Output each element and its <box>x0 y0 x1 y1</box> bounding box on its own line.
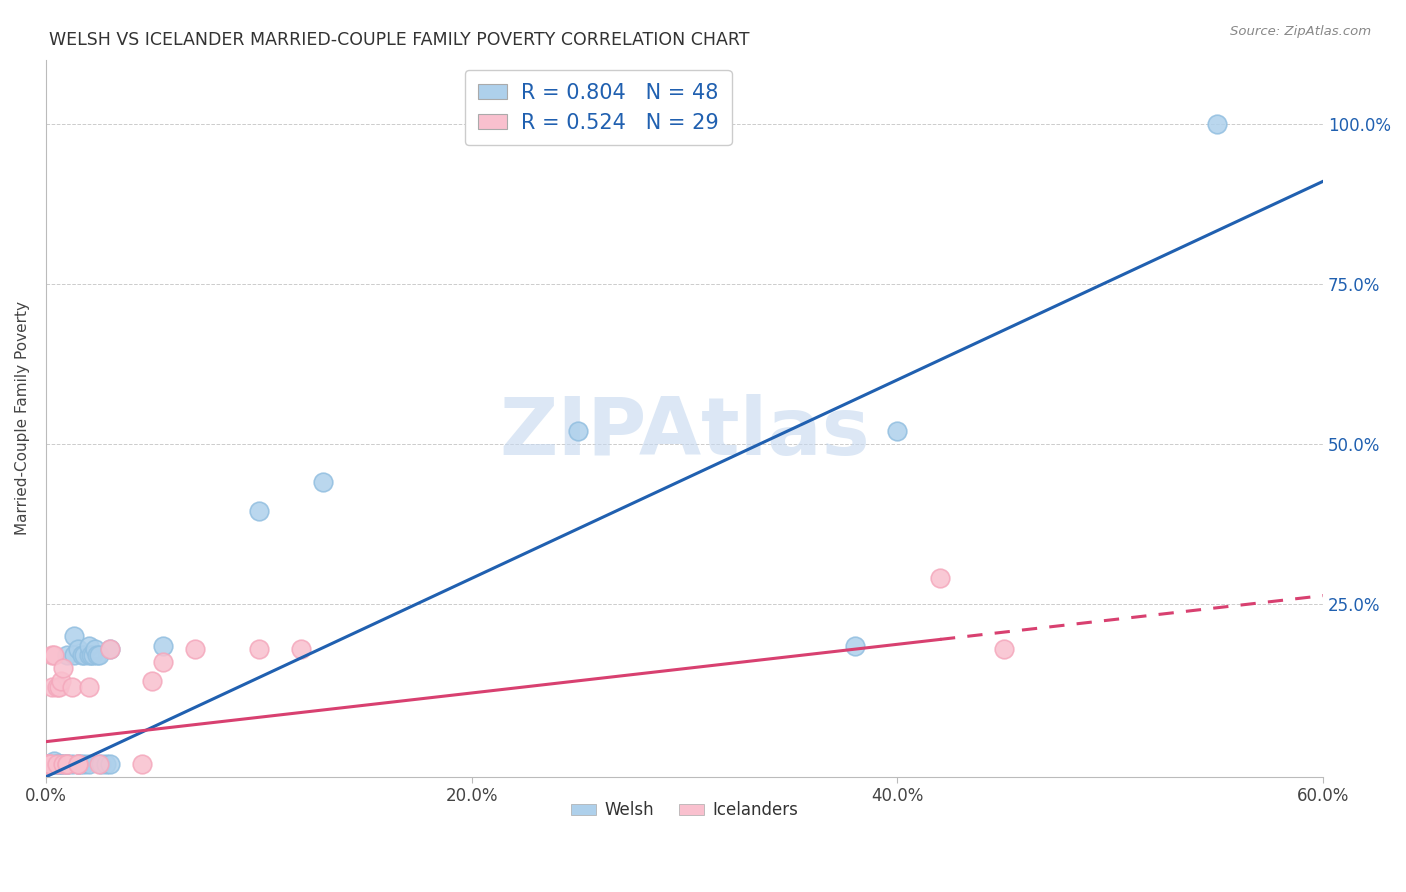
Point <box>90 757 112 772</box>
Point <box>48 680 70 694</box>
Point <box>82 648 104 663</box>
Point <box>49 757 72 772</box>
Point <box>56 757 79 772</box>
Point <box>886 424 908 438</box>
Legend: Welsh, Icelanders: Welsh, Icelanders <box>564 795 804 826</box>
Point <box>247 504 270 518</box>
Point <box>73 648 96 663</box>
Point <box>41 680 63 694</box>
Point <box>141 673 163 688</box>
Point <box>39 757 62 772</box>
Point <box>52 757 75 772</box>
Point <box>48 757 70 772</box>
Point <box>77 680 100 694</box>
Point <box>69 757 91 772</box>
Point <box>44 754 66 768</box>
Point <box>39 757 62 772</box>
Point <box>567 424 589 438</box>
Point <box>45 680 67 694</box>
Point <box>290 641 312 656</box>
Point <box>70 648 93 663</box>
Point <box>89 757 111 772</box>
Point <box>98 641 121 656</box>
Point <box>49 757 72 772</box>
Point <box>37 757 59 772</box>
Point <box>89 648 111 663</box>
Text: ZIPAtlas: ZIPAtlas <box>499 393 870 472</box>
Point <box>60 757 83 772</box>
Point <box>39 757 62 772</box>
Point <box>41 757 63 772</box>
Point <box>44 757 66 772</box>
Point <box>94 757 117 772</box>
Point <box>44 648 66 663</box>
Point <box>86 648 108 663</box>
Point <box>45 757 67 772</box>
Point <box>62 648 84 663</box>
Point <box>41 648 63 663</box>
Point <box>77 757 100 772</box>
Point <box>66 641 89 656</box>
Point <box>77 648 100 663</box>
Point <box>312 475 335 490</box>
Point <box>56 757 79 772</box>
Point <box>1205 117 1227 131</box>
Point <box>45 757 67 772</box>
Point <box>73 757 96 772</box>
Point <box>844 639 866 653</box>
Point <box>48 757 70 772</box>
Point <box>39 757 62 772</box>
Point <box>35 757 58 772</box>
Point <box>66 757 89 772</box>
Point <box>41 757 63 772</box>
Point <box>52 757 75 772</box>
Point <box>131 757 153 772</box>
Point <box>79 648 101 663</box>
Point <box>62 629 84 643</box>
Point <box>45 757 67 772</box>
Point <box>184 641 207 656</box>
Point <box>98 757 121 772</box>
Point <box>247 641 270 656</box>
Point <box>39 757 62 772</box>
Point <box>98 641 121 656</box>
Point <box>56 757 79 772</box>
Point <box>35 757 58 772</box>
Text: WELSH VS ICELANDER MARRIED-COUPLE FAMILY POVERTY CORRELATION CHART: WELSH VS ICELANDER MARRIED-COUPLE FAMILY… <box>49 31 749 49</box>
Point <box>56 757 79 772</box>
Point <box>929 571 952 585</box>
Y-axis label: Married-Couple Family Poverty: Married-Couple Family Poverty <box>15 301 30 535</box>
Text: Source: ZipAtlas.com: Source: ZipAtlas.com <box>1230 25 1371 38</box>
Point <box>77 639 100 653</box>
Point <box>152 655 174 669</box>
Point <box>49 673 72 688</box>
Point <box>60 680 83 694</box>
Point <box>56 648 79 663</box>
Point <box>37 757 59 772</box>
Point <box>66 757 89 772</box>
Point <box>84 641 107 656</box>
Point <box>152 639 174 653</box>
Point <box>52 661 75 675</box>
Point <box>66 757 89 772</box>
Point <box>993 641 1015 656</box>
Point <box>37 757 59 772</box>
